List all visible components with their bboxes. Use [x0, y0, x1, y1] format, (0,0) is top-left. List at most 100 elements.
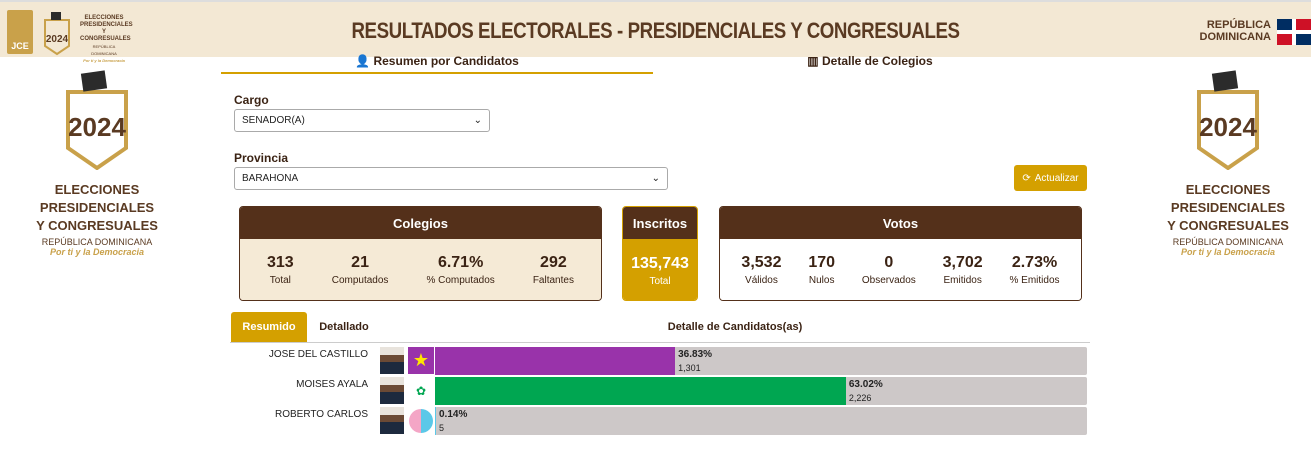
cargo-value: SENADOR(A): [242, 115, 305, 126]
stat-label: Faltantes: [532, 274, 574, 286]
stat: 3,532 Válidos: [741, 254, 781, 286]
country-line: DOMINICANA: [1199, 31, 1272, 43]
logo-line: ELECCIONES: [54, 182, 140, 197]
page-title: RESULTADOS ELECTORALES - PRESIDENCIALES …: [351, 18, 960, 43]
stat: 6.71% % Computados: [426, 254, 494, 286]
stat: 170 Nulos: [808, 254, 835, 286]
stat-label: % Computados: [426, 274, 495, 286]
header: JCE 2024 ELECCIONES PRESIDENCIALES Y CON…: [0, 0, 1311, 63]
logo-tagline: Por ti y la Democracia: [83, 58, 125, 63]
stat-value: 3,532: [741, 253, 782, 271]
card-title: Colegios: [240, 207, 601, 239]
stat-label: Observados: [861, 274, 916, 286]
stat: 2.73% % Emitidos: [1010, 254, 1060, 286]
logo-line: ELECCIONES: [84, 15, 124, 21]
side-logo-title: ELECCIONES PRESIDENCIALES Y CONGRESUALES: [1158, 181, 1298, 235]
svg-text:2024: 2024: [1199, 112, 1257, 142]
candidate-photo: [380, 407, 404, 434]
country-name: REPÚBLICA DOMINICANA: [1200, 19, 1272, 43]
tab-label: Detalle de Colegios: [821, 54, 933, 68]
stat: 292 Faltantes: [533, 254, 574, 286]
elections-2024-logo: 2024: [66, 70, 128, 171]
candidate-percent: 0.14%: [439, 409, 468, 420]
country-line: REPÚBLICA: [1206, 19, 1271, 31]
stat-value: 313: [267, 253, 294, 271]
vote-bar-fill: [435, 347, 676, 375]
stat-value: 6.71%: [437, 253, 484, 271]
stat-label: Válidos: [745, 274, 778, 286]
elections-2024-logo: 2024: [44, 12, 70, 56]
vote-bar: 0.14% 5: [435, 407, 1087, 435]
stat: 3,702 Emitidos: [943, 254, 983, 286]
refresh-button[interactable]: ⟳ Actualizar: [1014, 165, 1087, 191]
candidate-name: ROBERTO CARLOS: [275, 409, 368, 420]
colegios-card: Colegios 313 Total 21 Computados 6.71% % Co…: [239, 206, 602, 301]
logo-country: REPÚBLICA DOMINICANA: [41, 237, 153, 247]
divider: [230, 342, 1090, 343]
stat: 21 Computados: [332, 254, 389, 286]
elections-2024-logo: 2024: [1197, 70, 1259, 171]
cargo-select[interactable]: SENADOR(A) ⌄: [234, 109, 490, 132]
party-star-logo: ★: [408, 347, 434, 374]
user-icon: 👤: [355, 54, 371, 68]
logo-line: Y CONGRESUALES: [80, 29, 131, 42]
inscritos-card: Inscritos 135,743 Total: [622, 206, 698, 301]
candidate-votes: 2,226: [848, 393, 872, 403]
stat-label: Emitidos: [943, 274, 982, 286]
provincia-value: BARAHONA: [242, 173, 299, 184]
stat-label: Total: [649, 275, 671, 287]
refresh-icon: ⟳: [1022, 172, 1031, 184]
logo-country: REPÚBLICA DOMINICANA: [1172, 237, 1284, 247]
stat-value: 135,743: [631, 254, 689, 272]
vote-bar: 63.02% 2,226: [435, 377, 1087, 405]
stat-label: Computados: [331, 274, 389, 286]
header-logo-text: ELECCIONES PRESIDENCIALES Y CONGRESUALES…: [80, 15, 133, 64]
logo-line: Y CONGRESUALES: [1167, 218, 1289, 233]
candidate-photo: [380, 347, 404, 374]
side-logo-title: ELECCIONES PRESIDENCIALES Y CONGRESUALES: [27, 181, 167, 235]
stat-value: 21: [351, 253, 369, 271]
candidate-votes: 5: [439, 423, 445, 433]
dominican-flag-icon: [1277, 19, 1311, 45]
candidate-name: JOSE DEL CASTILLO: [268, 349, 368, 360]
candidate-votes: 1,301: [678, 363, 701, 373]
candidate-row: MOISES AYALA ✿ 63.02% 2,226: [230, 376, 1090, 405]
party-dove-logo: [408, 407, 434, 434]
building-icon: ▥: [807, 54, 819, 68]
candidate-percent: 63.02%: [848, 379, 883, 390]
jce-logo-text: JCE: [11, 41, 29, 51]
votos-card: Votos 3,532 Válidos 170 Nulos 0 Observados …: [719, 206, 1082, 301]
jce-logo: JCE: [7, 10, 33, 54]
logo-tagline: Por ti y la Democracia: [1180, 247, 1276, 257]
candidate-percent: 36.83%: [678, 349, 713, 360]
card-title: Votos: [720, 207, 1081, 239]
chevron-down-icon: ⌄: [651, 173, 660, 184]
provincia-label: Provincia: [234, 151, 289, 165]
svg-text:2024: 2024: [46, 34, 69, 45]
active-tab-underline: [221, 72, 653, 74]
stat: 135,743 Total: [631, 255, 689, 287]
logo-country: REPÚBLICA DOMINICANA: [91, 44, 117, 56]
side-logo-right: 2024 ELECCIONES PRESIDENCIALES Y CONGRESUA…: [1158, 70, 1298, 257]
svg-text:2024: 2024: [68, 112, 126, 142]
vote-bar-fill: [435, 377, 846, 405]
stat-value: 3,702: [942, 253, 983, 271]
refresh-label: Actualizar: [1034, 172, 1079, 184]
tab-detallado[interactable]: Detallado: [319, 321, 369, 333]
tab-label: Resumen por Candidatos: [373, 54, 519, 68]
candidate-name: MOISES AYALA: [296, 379, 368, 390]
tab-resumen-candidatos[interactable]: 👤 Resumen por Candidatos: [221, 54, 653, 68]
side-logo-left: 2024 ELECCIONES PRESIDENCIALES Y CONGRESUA…: [27, 70, 167, 257]
stat-value: 292: [540, 253, 567, 271]
provincia-select[interactable]: BARAHONA ⌄: [234, 167, 668, 190]
vote-bar-fill: [435, 407, 436, 435]
candidate-photo: [380, 377, 404, 404]
logo-line: PRESIDENCIALES: [39, 200, 155, 215]
tab-resumido[interactable]: Resumido: [231, 312, 307, 342]
logo-line: PRESIDENCIALES: [1170, 200, 1286, 215]
card-title: Inscritos: [623, 207, 697, 239]
party-green-logo: ✿: [408, 377, 434, 404]
tab-detalle-colegios[interactable]: ▥ Detalle de Colegios: [654, 54, 1086, 68]
logo-tagline: Por ti y la Democracia: [49, 247, 145, 257]
stat-value: 0: [884, 253, 894, 271]
